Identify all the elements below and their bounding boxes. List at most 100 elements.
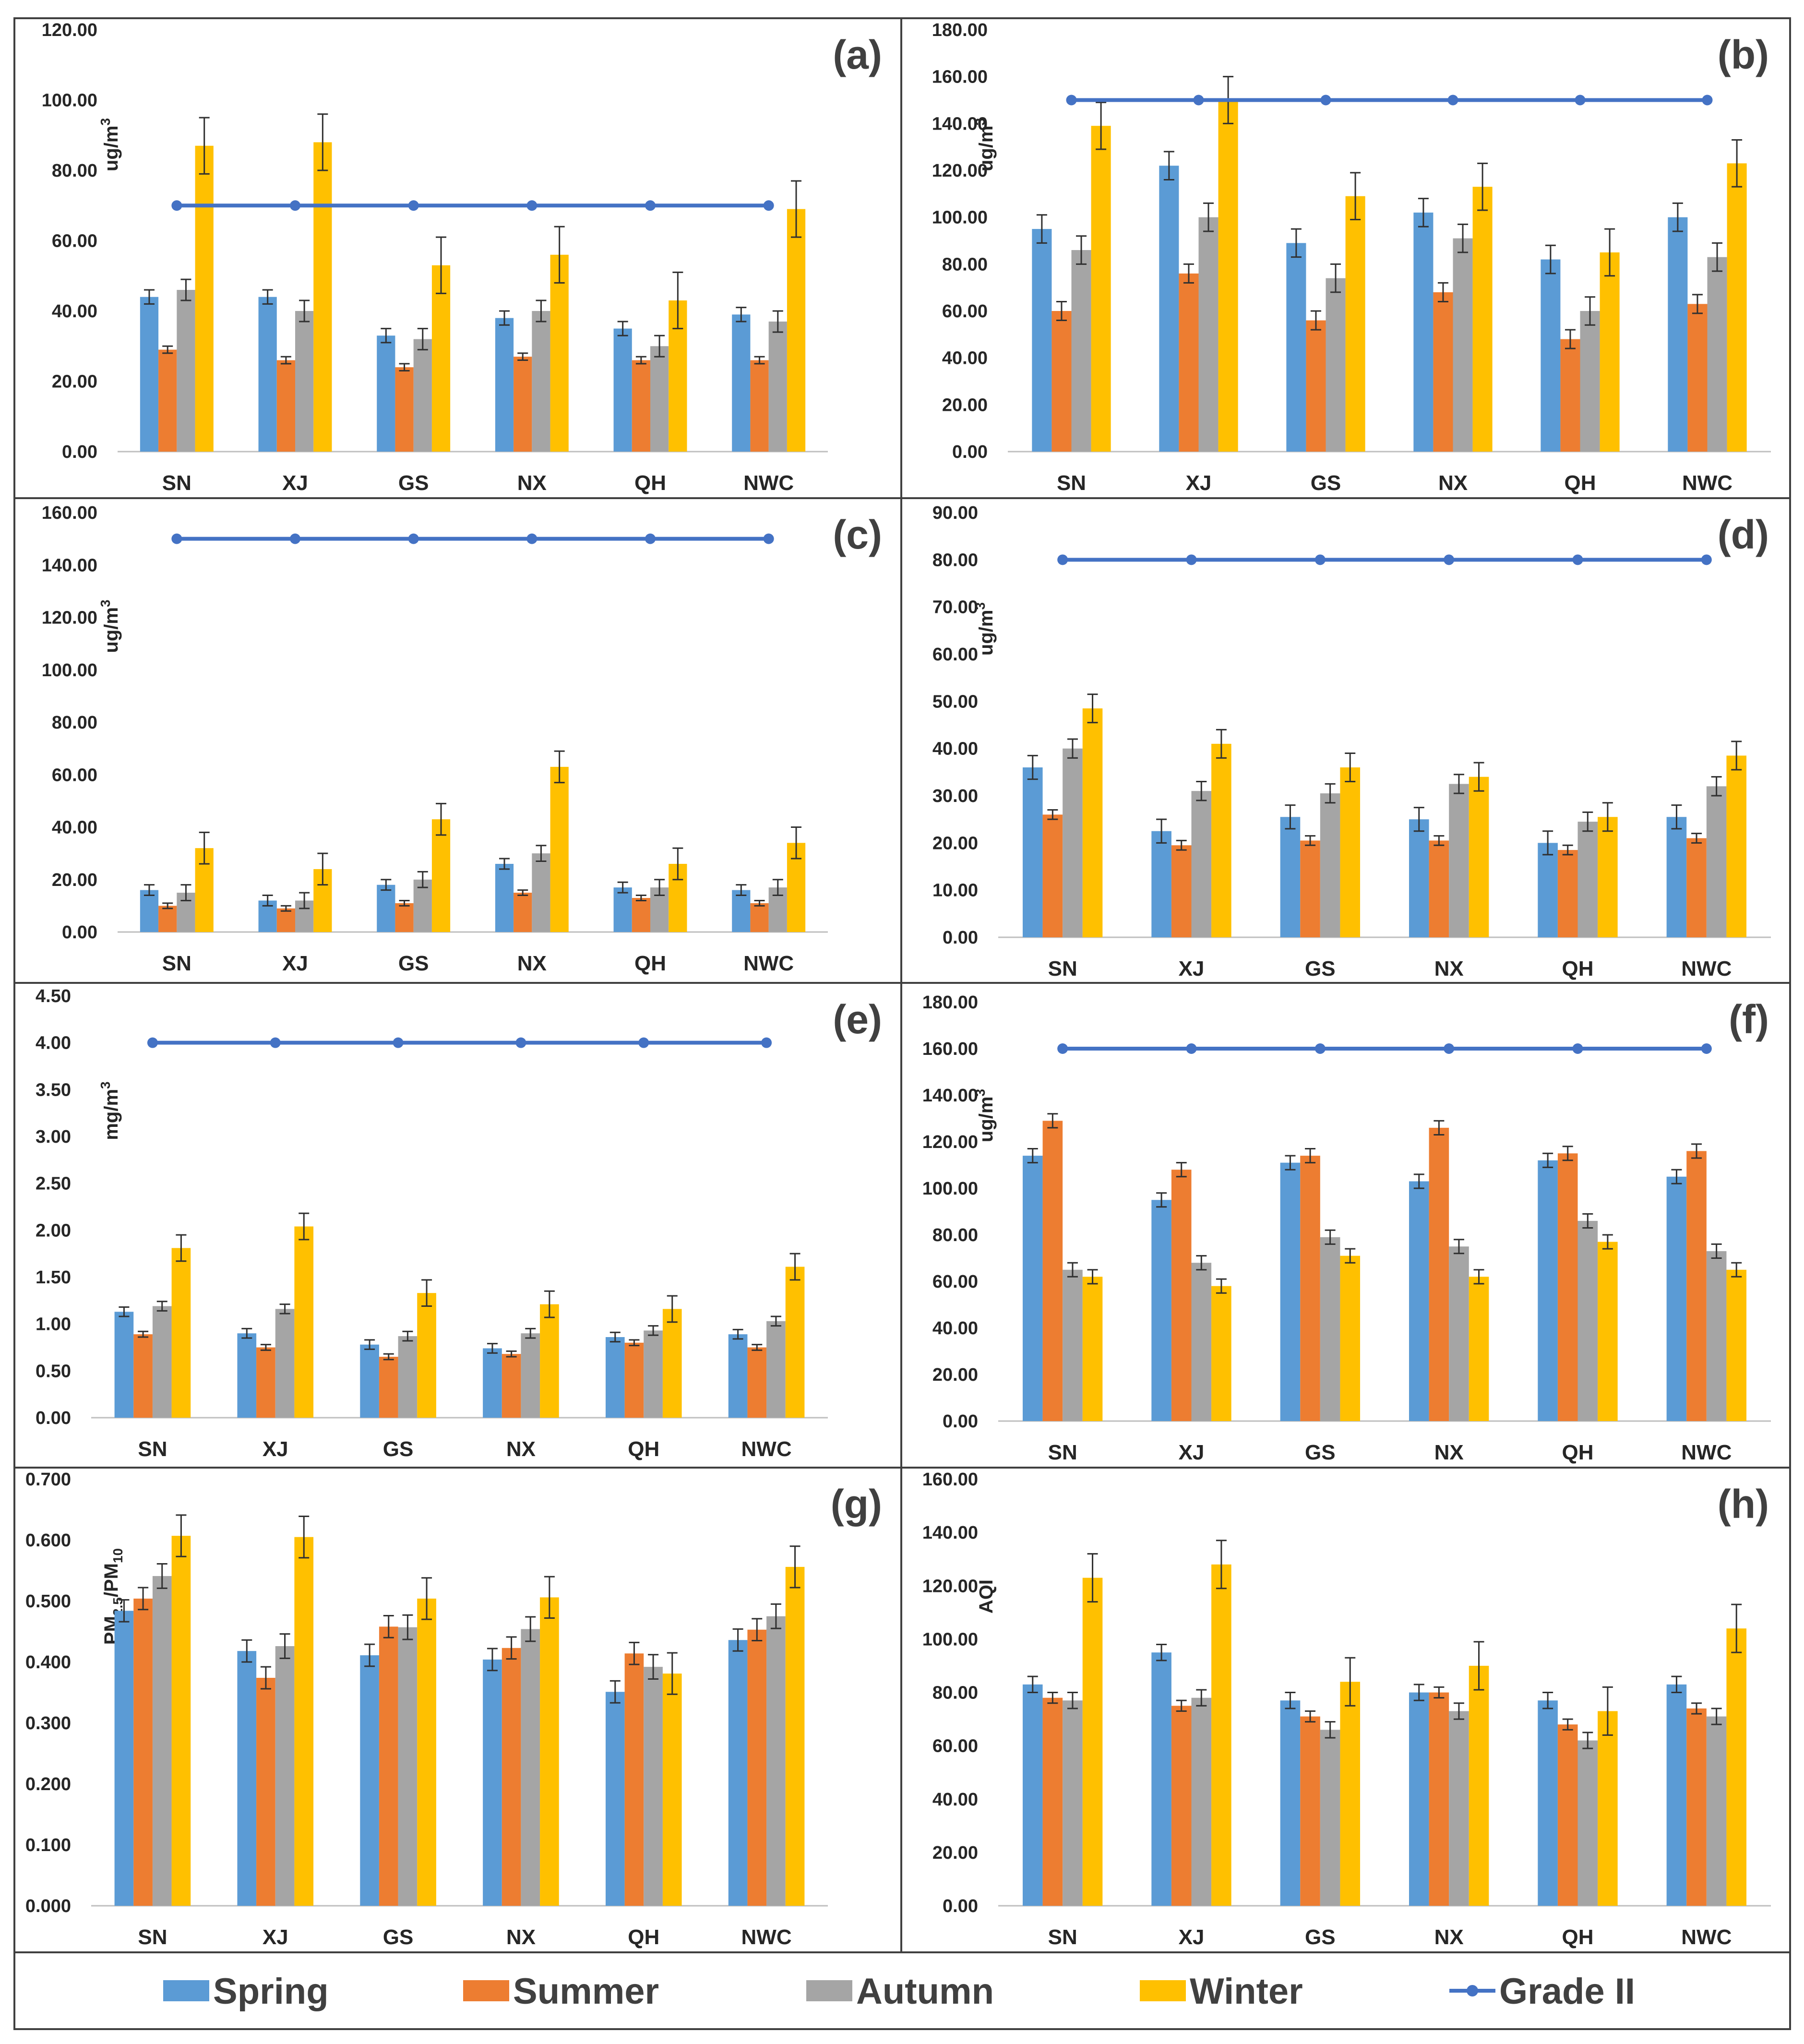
y-tick-label: 1.00 — [36, 1315, 71, 1335]
error-bar — [1330, 263, 1341, 293]
bar-autumn — [766, 1321, 786, 1418]
y-tick-label: 10.00 — [932, 881, 978, 901]
bar-winter — [195, 145, 214, 452]
bar-spring — [377, 335, 395, 452]
grade-ii-marker — [171, 533, 182, 544]
error-bar — [176, 1514, 187, 1557]
legend-swatch — [1140, 1980, 1186, 2001]
panel-g: 0.000 0.100 0.200 0.300 0.400 0.500 0.600 0.700… — [25, 1470, 882, 1949]
error-bar — [199, 831, 210, 865]
bar-spring — [140, 890, 159, 932]
y-tick-label: 40.00 — [52, 818, 97, 838]
error-bar — [260, 1666, 271, 1690]
grade-ii-marker — [1320, 95, 1331, 106]
x-tick-label: NWC — [741, 1925, 792, 1949]
grade-ii-marker — [1702, 95, 1713, 106]
error-bar — [1545, 244, 1556, 275]
y-tick-label: 80.00 — [52, 713, 97, 733]
bar-autumn — [1071, 250, 1091, 452]
grade-ii-marker — [1186, 1043, 1197, 1054]
x-tick-label: NX — [1434, 1441, 1464, 1464]
legend-item-summer: Summer — [463, 1971, 659, 2012]
y-tick-label: 0.00 — [943, 928, 978, 948]
error-bar — [1047, 1113, 1058, 1129]
error-bar — [364, 1339, 375, 1350]
bar-spring — [1280, 1700, 1301, 1906]
bar-winter — [1726, 1628, 1747, 1906]
bar-winter — [1082, 708, 1103, 937]
x-tick-label: NX — [506, 1925, 536, 1949]
error-bar — [280, 905, 291, 912]
grade-ii-marker — [1066, 95, 1077, 106]
x-tick-label: QH — [1565, 471, 1596, 495]
error-bar — [536, 299, 547, 323]
bar-autumn — [644, 1667, 663, 1906]
error-bar — [1691, 1143, 1702, 1159]
error-bar — [381, 879, 392, 891]
y-axis-label: ug/m3 — [973, 602, 997, 656]
bar-spring — [483, 1659, 502, 1906]
x-tick-label: NWC — [741, 1437, 792, 1461]
error-bar — [1285, 1692, 1296, 1709]
error-bar — [138, 1587, 149, 1611]
bar-summer — [1686, 1151, 1707, 1421]
error-bar — [1076, 235, 1087, 265]
error-bar — [1156, 818, 1167, 844]
error-bar — [667, 1295, 678, 1323]
legend-label: Summer — [513, 1971, 659, 2012]
grade-ii-marker — [1186, 554, 1197, 565]
bar-autumn — [1580, 311, 1600, 452]
error-bar — [364, 1643, 375, 1667]
error-bar — [1437, 282, 1448, 302]
y-tick-label: 160.00 — [42, 503, 97, 523]
error-bar — [1067, 1262, 1078, 1278]
x-tick-label: NWC — [743, 952, 794, 975]
x-tick-label: XJ — [1179, 957, 1205, 980]
bar-summer — [514, 357, 532, 452]
bar-spring — [360, 1344, 379, 1418]
error-bar — [1176, 1162, 1187, 1178]
x-tick-label: QH — [1562, 957, 1594, 980]
y-tick-label: 160.00 — [932, 67, 988, 87]
bar-spring — [1666, 817, 1687, 937]
error-bar — [1731, 1262, 1742, 1278]
bar-summer — [1306, 320, 1326, 452]
error-bar — [736, 307, 747, 323]
bar-winter — [1727, 163, 1747, 452]
x-tick-label: XJ — [1179, 1441, 1205, 1464]
x-tick-label: SN — [138, 1437, 167, 1461]
bar-autumn — [1449, 784, 1469, 937]
bar-spring — [613, 328, 632, 452]
panel-h: 0.00 20.00 40.00 60.00 80.00 100.00 120.00 140.… — [922, 1470, 1771, 1949]
bar-spring — [114, 1312, 134, 1418]
bar-spring — [140, 297, 159, 452]
bar-autumn — [1191, 1263, 1212, 1421]
error-bar — [772, 879, 783, 896]
error-bar — [1196, 781, 1207, 801]
legend-swatch — [463, 1980, 509, 2001]
y-tick-label: 120.00 — [42, 608, 97, 628]
error-bar — [506, 1636, 517, 1660]
error-bar — [1434, 835, 1445, 846]
bar-spring — [1280, 1162, 1301, 1421]
error-bar — [499, 310, 510, 326]
bar-spring — [1666, 1176, 1687, 1421]
error-bar — [176, 1234, 187, 1262]
bar-spring — [732, 314, 751, 452]
panel-label: (g) — [831, 1482, 882, 1527]
bar-winter — [1211, 743, 1231, 937]
bar-summer — [1433, 292, 1453, 452]
panel-label: (a) — [833, 32, 882, 77]
y-tick-label: 0.500 — [25, 1591, 71, 1612]
error-bar — [1196, 1255, 1207, 1271]
error-bar — [1027, 1148, 1038, 1164]
error-bar — [1305, 1148, 1316, 1164]
error-bar — [399, 899, 410, 907]
bar-spring — [1409, 1181, 1429, 1421]
bar-winter — [1345, 196, 1365, 452]
y-tick-label: 50.00 — [932, 692, 978, 712]
error-bar — [1453, 774, 1464, 794]
error-bar — [1565, 329, 1576, 349]
bar-winter — [662, 1309, 682, 1418]
error-bar — [1731, 741, 1742, 771]
